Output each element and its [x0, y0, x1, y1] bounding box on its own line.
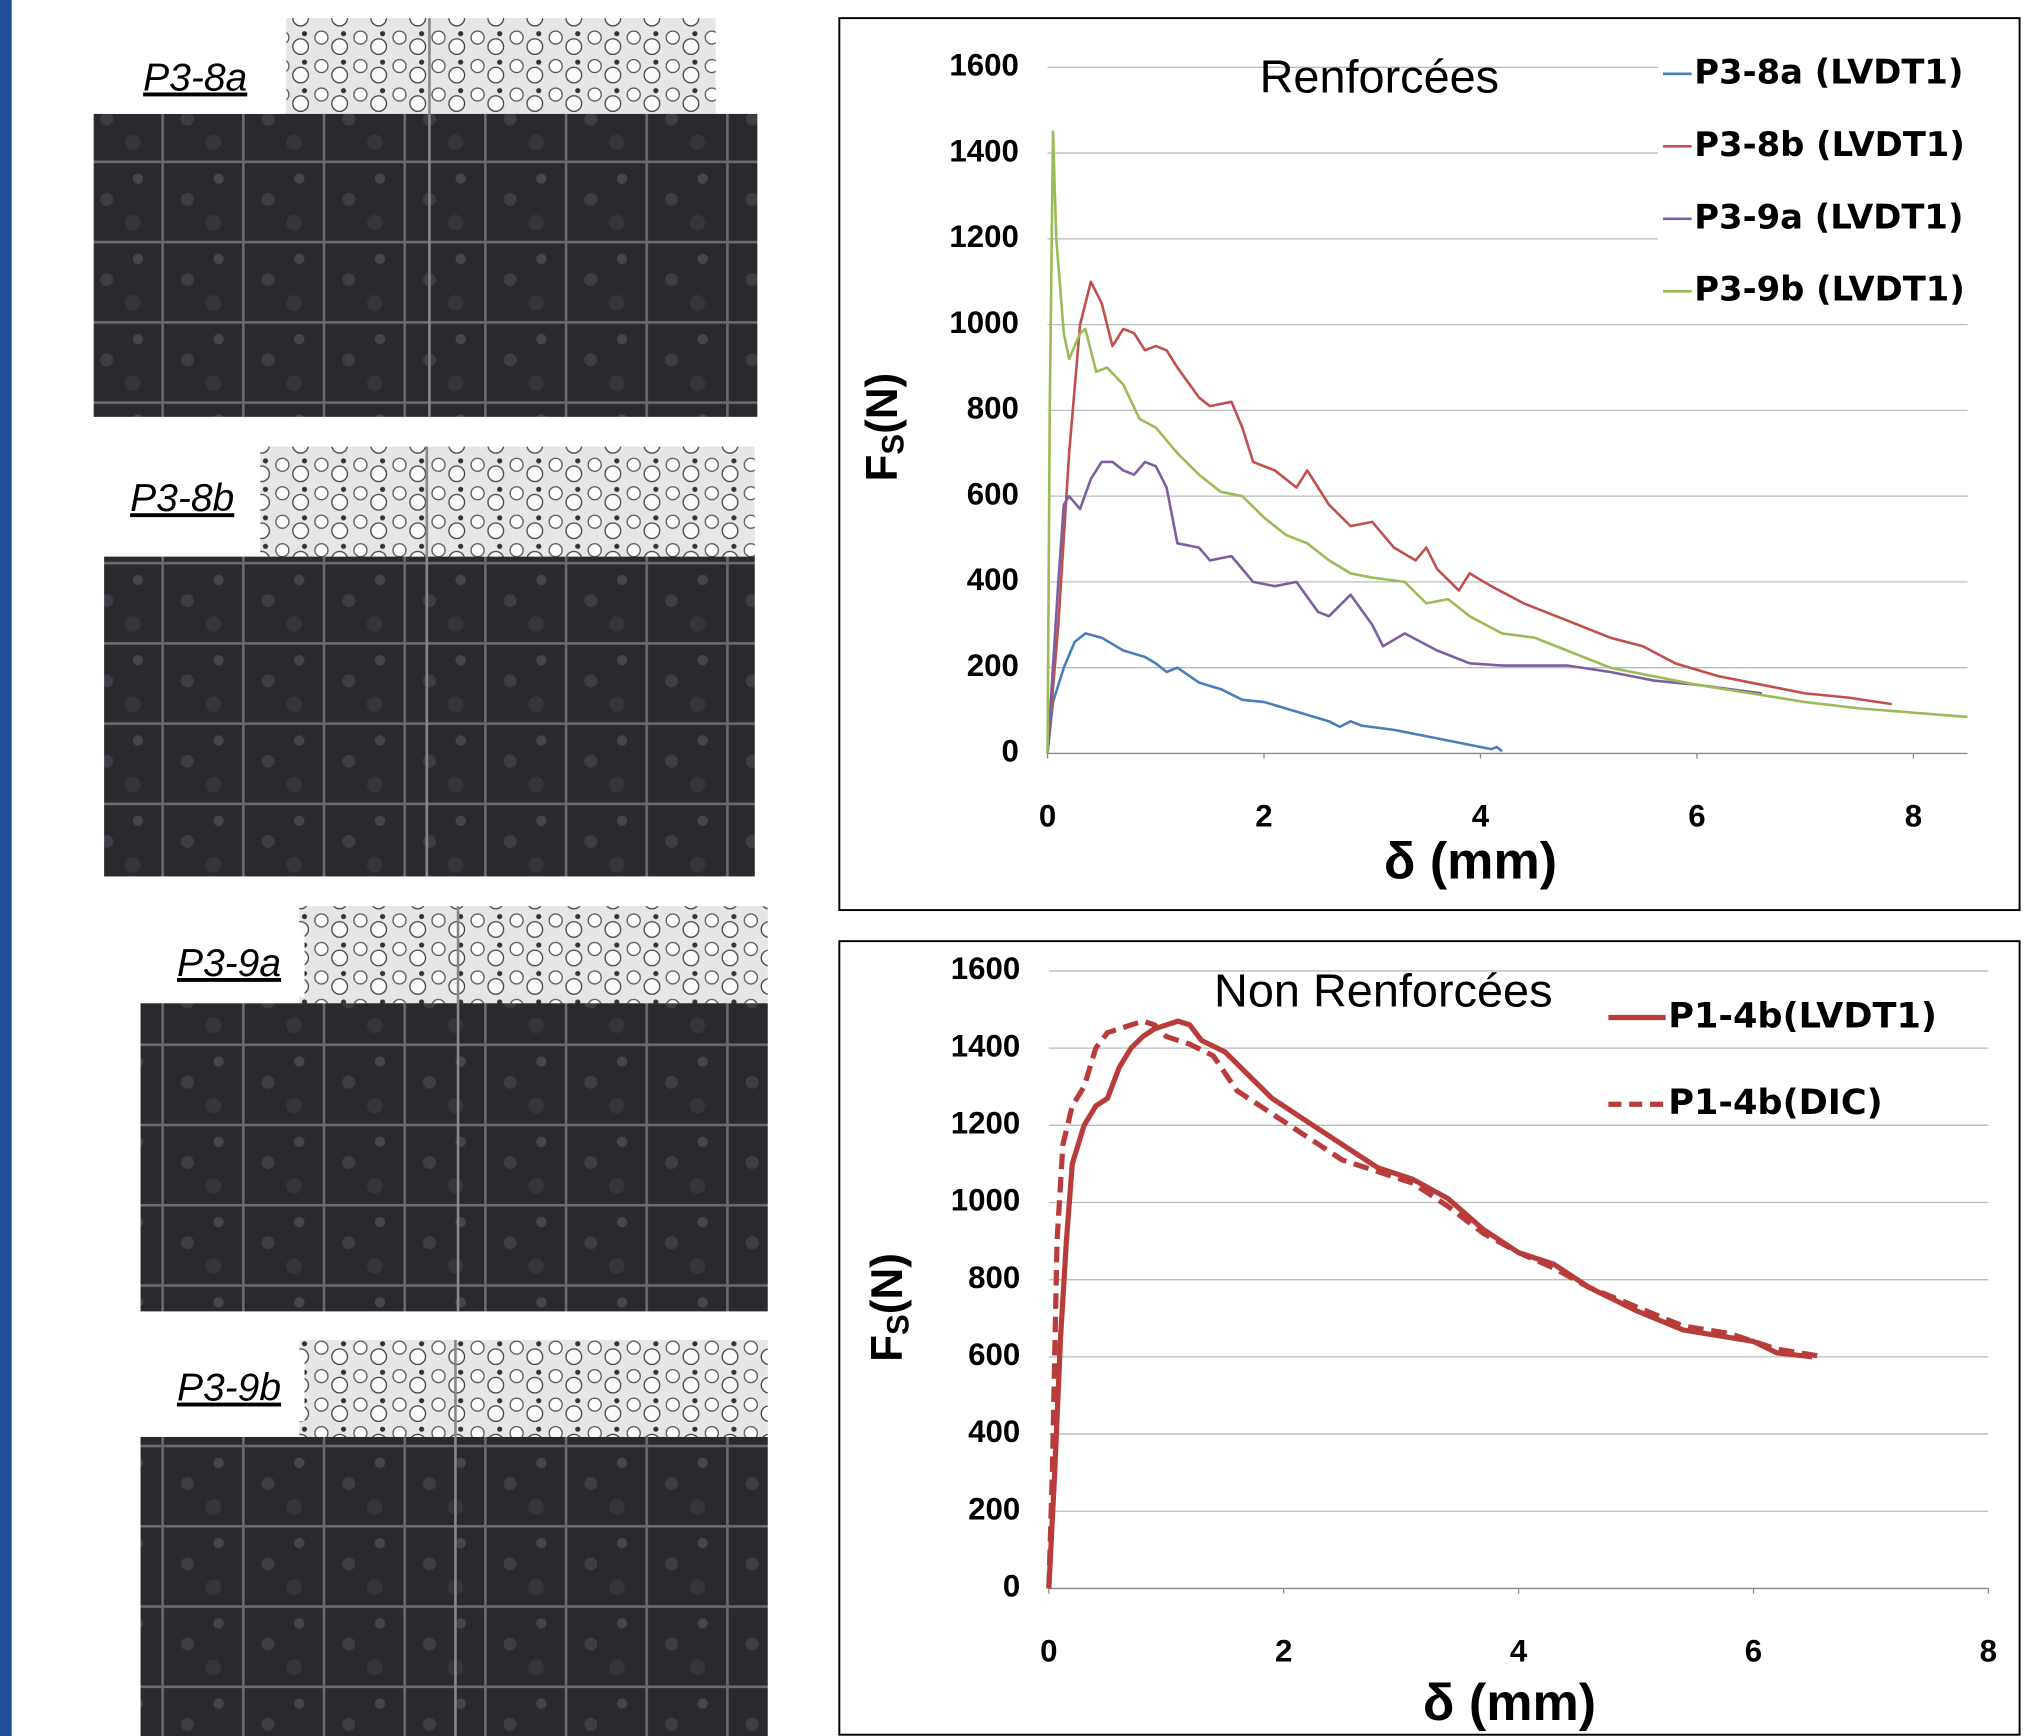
x-tick-label: 8	[1980, 1633, 1997, 1668]
photo: P3-8b	[104, 446, 755, 877]
chart-title: Renforcées	[1260, 51, 1500, 103]
y-tick-label: 1600	[949, 48, 1018, 83]
y-tick-label: 200	[967, 648, 1019, 683]
chart: 0 200 400 600 800 1000 1200 1400 1600 0 2 4 6 8 Non Re…	[863, 951, 1997, 1732]
y-axis-label-main: F	[857, 455, 906, 482]
y-tick-label: 1400	[951, 1028, 1020, 1063]
y-tick-label: 1400	[949, 133, 1018, 168]
y-axis-label: FS(N)	[857, 373, 910, 482]
y-tick-label: 1000	[949, 305, 1018, 340]
chart-title: Non Renforcées	[1214, 965, 1552, 1017]
photo: P3-9a	[140, 906, 768, 1312]
chart-frame	[838, 17, 2021, 912]
x-tick-label: 2	[1275, 1633, 1292, 1668]
legend-label: P1-4b(LVDT1)	[1668, 996, 1937, 1037]
x-tick-label: 2	[1255, 798, 1272, 833]
x-tick-label: 6	[1745, 1633, 1762, 1668]
legend-label: P3-8b (LVDT1)	[1694, 125, 1965, 164]
legend-label: P3-9b (LVDT1)	[1694, 270, 1965, 309]
photo: P3-9b	[140, 1339, 768, 1736]
x-tick-label: 0	[1039, 798, 1056, 833]
legend-label: P1-4b(DIC)	[1668, 1082, 1882, 1123]
series-line	[1046, 460, 1763, 754]
x-tick-label: 8	[1905, 798, 1922, 833]
legend-label: P3-8a (LVDT1)	[1694, 52, 1963, 91]
x-tick-label: 6	[1688, 798, 1705, 833]
y-tick-label: 1000	[951, 1183, 1020, 1218]
photo-label: P3-9b	[177, 1367, 281, 1410]
y-tick-label: 200	[968, 1492, 1020, 1527]
side-bar	[0, 0, 12, 1736]
photo-label: P3-9a	[177, 942, 281, 985]
y-axis-label-unit: (N)	[863, 1253, 912, 1314]
series-line	[1046, 130, 1968, 754]
y-tick-label: 1200	[951, 1106, 1020, 1141]
y-tick-label: 1200	[949, 219, 1018, 254]
y-axis-label-sub: S	[881, 1314, 916, 1335]
legend-bg	[1657, 42, 1977, 105]
x-tick-label: 4	[1510, 1633, 1528, 1668]
y-axis-label-main: F	[863, 1335, 912, 1362]
y-axis-label: FS(N)	[863, 1253, 916, 1362]
legend-bg	[1657, 115, 1977, 178]
x-axis-label: δ (mm)	[1423, 1674, 1596, 1732]
photo: P3-8a	[93, 18, 758, 417]
y-tick-label: 800	[967, 391, 1019, 426]
x-tick-label: 4	[1472, 798, 1490, 833]
legend-bg	[1657, 260, 1977, 323]
y-tick-label: 600	[967, 476, 1019, 511]
y-tick-label: 1600	[951, 951, 1020, 986]
y-tick-label: 400	[968, 1414, 1020, 1449]
y-axis-label-unit: (N)	[857, 373, 906, 434]
y-tick-label: 0	[1003, 1569, 1020, 1604]
y-tick-label: 0	[1002, 734, 1019, 769]
chart-frame	[838, 940, 2021, 1736]
legend-bg	[1657, 187, 1977, 250]
x-axis-label: δ (mm)	[1384, 833, 1557, 891]
chart: 0 200 400 600 800 1000 1200 1400 1600 0 2 4 6 8 Renfor…	[857, 42, 1977, 891]
y-axis-label-sub: S	[875, 434, 910, 455]
x-tick-label: 0	[1040, 1633, 1057, 1668]
legend-label: P3-9a (LVDT1)	[1694, 197, 1963, 236]
y-tick-label: 400	[967, 562, 1019, 597]
series-line	[1046, 280, 1892, 754]
y-tick-label: 800	[968, 1260, 1020, 1295]
photo-label: P3-8a	[143, 57, 247, 100]
y-tick-label: 600	[968, 1337, 1020, 1372]
series-line	[1046, 632, 1503, 754]
series-line	[1046, 1018, 1825, 1589]
photo-label: P3-8b	[130, 477, 234, 520]
